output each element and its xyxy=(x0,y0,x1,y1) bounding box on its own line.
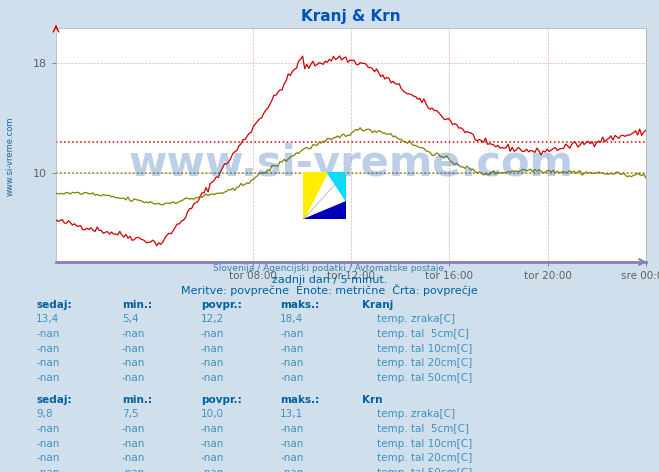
Text: temp. tal  5cm[C]: temp. tal 5cm[C] xyxy=(377,424,469,434)
Text: www.si-vreme.com: www.si-vreme.com xyxy=(129,143,573,185)
Text: -nan: -nan xyxy=(280,329,303,339)
Text: -nan: -nan xyxy=(201,424,224,434)
Text: -nan: -nan xyxy=(280,344,303,354)
Text: -nan: -nan xyxy=(122,329,145,339)
Text: maks.:: maks.: xyxy=(280,300,320,310)
Polygon shape xyxy=(327,172,346,201)
Text: -nan: -nan xyxy=(280,358,303,368)
Text: 7,5: 7,5 xyxy=(122,409,138,419)
Text: maks.:: maks.: xyxy=(280,395,320,405)
Polygon shape xyxy=(303,201,346,219)
Text: -nan: -nan xyxy=(36,358,59,368)
Text: 5,4: 5,4 xyxy=(122,314,138,324)
Text: -nan: -nan xyxy=(36,424,59,434)
Text: -nan: -nan xyxy=(122,438,145,448)
Text: temp. tal 50cm[C]: temp. tal 50cm[C] xyxy=(377,468,473,472)
Text: Kranj: Kranj xyxy=(362,300,393,310)
Text: -nan: -nan xyxy=(36,329,59,339)
Text: temp. zraka[C]: temp. zraka[C] xyxy=(377,409,455,419)
Text: 9,8: 9,8 xyxy=(36,409,53,419)
Text: -nan: -nan xyxy=(201,468,224,472)
Text: -nan: -nan xyxy=(122,453,145,463)
Text: min.:: min.: xyxy=(122,395,152,405)
Text: 18,4: 18,4 xyxy=(280,314,303,324)
Text: -nan: -nan xyxy=(122,468,145,472)
Text: temp. zraka[C]: temp. zraka[C] xyxy=(377,314,455,324)
Text: -nan: -nan xyxy=(201,344,224,354)
Text: temp. tal  5cm[C]: temp. tal 5cm[C] xyxy=(377,329,469,339)
Text: -nan: -nan xyxy=(201,453,224,463)
Text: temp. tal 20cm[C]: temp. tal 20cm[C] xyxy=(377,358,473,368)
Text: -nan: -nan xyxy=(280,468,303,472)
Text: povpr.:: povpr.: xyxy=(201,300,242,310)
Text: -nan: -nan xyxy=(280,438,303,448)
Text: 12,2: 12,2 xyxy=(201,314,224,324)
Text: temp. tal 10cm[C]: temp. tal 10cm[C] xyxy=(377,344,473,354)
Text: -nan: -nan xyxy=(201,329,224,339)
Text: temp. tal 10cm[C]: temp. tal 10cm[C] xyxy=(377,438,473,448)
Text: temp. tal 20cm[C]: temp. tal 20cm[C] xyxy=(377,453,473,463)
Text: -nan: -nan xyxy=(201,438,224,448)
Text: -nan: -nan xyxy=(122,424,145,434)
Text: povpr.:: povpr.: xyxy=(201,395,242,405)
Text: -nan: -nan xyxy=(122,373,145,383)
Text: -nan: -nan xyxy=(36,373,59,383)
Text: -nan: -nan xyxy=(201,373,224,383)
Text: 13,1: 13,1 xyxy=(280,409,303,419)
Text: -nan: -nan xyxy=(122,358,145,368)
Polygon shape xyxy=(303,172,327,219)
Text: Krn: Krn xyxy=(362,395,383,405)
Text: -nan: -nan xyxy=(280,453,303,463)
Text: -nan: -nan xyxy=(280,424,303,434)
Text: min.:: min.: xyxy=(122,300,152,310)
Text: temp. tal 50cm[C]: temp. tal 50cm[C] xyxy=(377,373,473,383)
Text: sedaj:: sedaj: xyxy=(36,395,72,405)
Text: -nan: -nan xyxy=(36,344,59,354)
Text: sedaj:: sedaj: xyxy=(36,300,72,310)
Text: Slovenija / Agencijski podatki / Avtomatske postaje.: Slovenija / Agencijski podatki / Avtomat… xyxy=(213,264,446,273)
Text: -nan: -nan xyxy=(36,468,59,472)
Text: www.si-vreme.com: www.si-vreme.com xyxy=(5,116,14,195)
Text: -nan: -nan xyxy=(36,453,59,463)
Text: -nan: -nan xyxy=(280,373,303,383)
Text: 13,4: 13,4 xyxy=(36,314,59,324)
Title: Kranj & Krn: Kranj & Krn xyxy=(301,9,401,25)
Text: 10,0: 10,0 xyxy=(201,409,224,419)
Text: -nan: -nan xyxy=(122,344,145,354)
Text: Meritve: povprečne  Enote: metrične  Črta: povprečje: Meritve: povprečne Enote: metrične Črta:… xyxy=(181,284,478,295)
Text: -nan: -nan xyxy=(201,358,224,368)
Text: zadnji dan / 5 minut.: zadnji dan / 5 minut. xyxy=(272,275,387,285)
Text: -nan: -nan xyxy=(36,438,59,448)
